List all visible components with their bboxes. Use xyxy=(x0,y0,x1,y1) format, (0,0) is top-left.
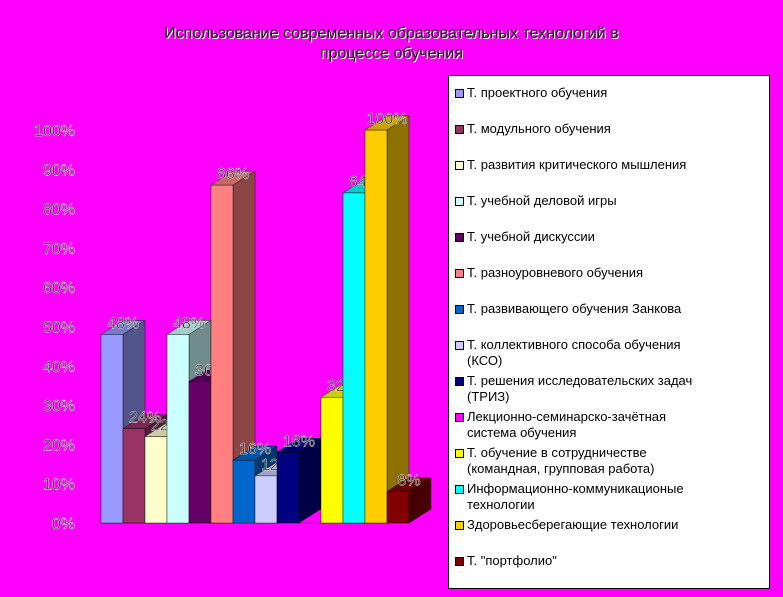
bar-side xyxy=(386,115,410,524)
chart-legend: Т. проектного обучения Т. модульного обуч… xyxy=(448,75,770,589)
legend-item: Т. развивающего обучения Занкова xyxy=(455,301,763,317)
legend-swatch xyxy=(455,305,464,314)
bar-data-label: 16% xyxy=(239,441,271,458)
legend-label: Здоровьесберегающие технологии xyxy=(467,517,679,532)
chart-title-line-1: Использование современных образовательны… xyxy=(164,25,619,42)
legend-swatch xyxy=(455,269,464,278)
legend-label: (командная, групповая работа) xyxy=(467,461,655,476)
y-tick-label: 10% xyxy=(43,477,75,494)
y-tick-label: 90% xyxy=(43,162,75,179)
y-tick-label: 20% xyxy=(43,437,75,454)
legend-swatch xyxy=(455,233,464,242)
bar xyxy=(232,459,256,524)
legend-swatch xyxy=(455,413,464,422)
legend-label: Т. развивающего обучения Занкова xyxy=(467,301,682,316)
legend-item: Т. разноуровневого обучения xyxy=(455,265,763,281)
legend-label: система обучения xyxy=(467,425,577,440)
legend-item: Здоровьесберегающие технологии xyxy=(455,517,763,533)
bar xyxy=(364,129,388,524)
legend-swatch xyxy=(455,341,464,350)
bar-top xyxy=(100,320,146,335)
legend-label: (ТРИЗ) xyxy=(467,389,510,404)
bar xyxy=(188,381,212,524)
bar xyxy=(122,428,146,524)
legend-item: Т. "портфолио" xyxy=(455,553,763,569)
bar xyxy=(386,491,410,524)
bar-top xyxy=(364,115,410,131)
legend-swatch xyxy=(455,377,464,386)
legend-swatch xyxy=(455,125,464,134)
bar-top xyxy=(386,477,432,492)
legend-label: Т. учебной дискуссии xyxy=(467,229,595,244)
bar-chart-plot: 0%10%20%30%40%50%60%70%80%90%100%48%24%2… xyxy=(34,111,433,533)
legend-label: Т. модульного обучения xyxy=(467,121,611,136)
legend-label: Т. обучение в сотрудничестве xyxy=(467,445,647,460)
legend-swatch xyxy=(455,449,464,458)
bar xyxy=(254,475,278,524)
bar-top xyxy=(232,445,278,461)
legend-item: Т. решения исследовательских задач (ТРИЗ) xyxy=(455,373,763,405)
y-tick-label: 40% xyxy=(43,359,75,376)
bar-data-label: 86% xyxy=(217,166,249,183)
chart-title-line-2: процессе обучения xyxy=(319,45,464,62)
bar xyxy=(166,334,190,524)
legend-label: Т. развития критического мышления xyxy=(467,157,687,172)
y-tick-label: 50% xyxy=(43,320,75,337)
legend-item: Т. проектного обучения xyxy=(455,85,763,101)
bar-data-label: 24% xyxy=(129,410,161,427)
legend-label: технологии xyxy=(467,497,535,512)
bar xyxy=(342,192,366,524)
legend-label: Т. "портфолио" xyxy=(467,553,557,568)
legend-item: Т. модульного обучения xyxy=(455,121,763,137)
legend-label: Т. разноуровневого обучения xyxy=(467,265,644,280)
legend-label: (КСО) xyxy=(467,353,503,368)
legend-item: Лекционно-семинарско-зачётная система обу… xyxy=(455,409,763,441)
legend-label: Т. учебной деловой игры xyxy=(467,193,617,208)
bar-data-label: 18% xyxy=(283,433,315,450)
y-tick-label: 80% xyxy=(43,202,75,219)
legend-swatch xyxy=(455,557,464,566)
legend-item: Т. развития критического мышления xyxy=(455,157,763,173)
legend-swatch xyxy=(455,161,464,170)
bar xyxy=(276,452,300,524)
legend-swatch xyxy=(455,521,464,530)
legend-swatch xyxy=(455,485,464,494)
legend-item: Информационно-коммуникационые технологии xyxy=(455,481,763,513)
bar xyxy=(144,436,168,524)
legend-label: Т. коллективного способа обучения xyxy=(467,337,681,352)
bar-side xyxy=(298,437,322,524)
legend-swatch xyxy=(455,89,464,98)
bar xyxy=(100,334,124,524)
legend-item: Т. обучение в сотрудничестве (командная, … xyxy=(455,445,763,477)
y-tick-label: 0% xyxy=(52,516,75,533)
legend-item: Т. коллективного способа обучения (КСО) xyxy=(455,337,763,369)
bar-data-label: 8% xyxy=(397,473,420,490)
legend-label: Т. проектного обучения xyxy=(467,85,608,100)
y-tick-label: 60% xyxy=(43,280,75,297)
y-tick-label: 100% xyxy=(34,123,75,140)
bar-data-label: 48% xyxy=(107,315,139,332)
bar-top xyxy=(210,170,256,186)
bar xyxy=(210,184,234,524)
y-tick-label: 30% xyxy=(43,398,75,415)
bar-data-label: 48% xyxy=(173,315,205,332)
legend-swatch xyxy=(455,197,464,206)
legend-label: Лекционно-семинарско-зачётная xyxy=(467,409,667,424)
bar xyxy=(320,397,344,524)
y-tick-label: 70% xyxy=(43,241,75,258)
legend-label: Информационно-коммуникационые xyxy=(467,481,684,496)
bar-data-label: 100% xyxy=(367,111,408,128)
legend-label: Т. решения исследовательских задач xyxy=(467,373,693,388)
legend-item: Т. учебной деловой игры xyxy=(455,193,763,209)
legend-item: Т. учебной дискуссии xyxy=(455,229,763,245)
